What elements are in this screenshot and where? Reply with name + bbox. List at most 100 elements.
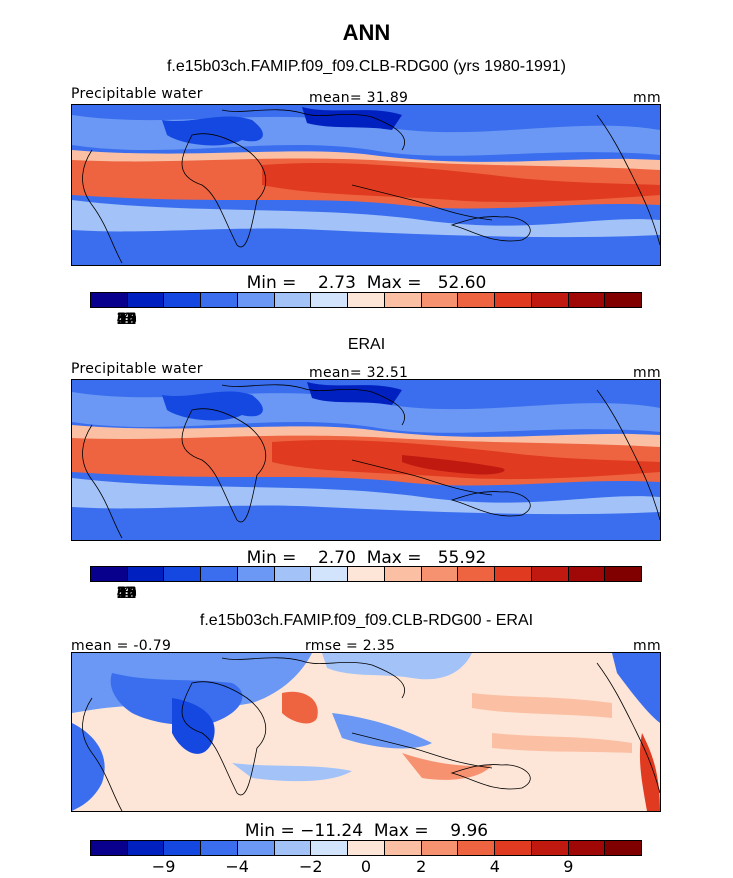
colorbar-tick-label: 8 <box>121 309 132 328</box>
colorbar-swatch <box>495 293 532 307</box>
colorbar-tick-label: 60 <box>116 309 137 328</box>
colorbar-tick-label: 16 <box>116 583 137 602</box>
panel-1-mean-label: mean= 31.89 <box>309 90 409 106</box>
colorbar-swatch <box>127 567 165 581</box>
colorbar-swatch <box>605 567 642 581</box>
colorbar-swatch <box>421 841 459 855</box>
colorbar-swatch <box>348 567 385 581</box>
colorbar-tick-label: 16 <box>116 309 137 328</box>
colorbar-tick-label: 4 <box>121 309 132 328</box>
colorbar-swatch <box>311 567 349 581</box>
colorbar-tick-label: 52 <box>116 583 137 602</box>
colorbar-swatch <box>91 293 128 307</box>
colorbar-swatch <box>274 841 312 855</box>
panel-2-mean-label: mean= 32.51 <box>309 365 409 381</box>
panel-1-title: f.e15b03ch.FAMIP.f09_f09.CLB-RDG00 (yrs … <box>166 58 567 75</box>
panel-3-title: f.e15b03ch.FAMIP.f09_f09.CLB-RDG00 - ERA… <box>199 612 534 629</box>
panel-3-minmax: Min = −11.24 Max = 9.96 <box>244 821 489 841</box>
panel-2-title: ERAI <box>347 336 386 353</box>
colorbar-swatch <box>384 293 422 307</box>
colorbar-swatch <box>495 841 532 855</box>
panel-2-units-label: mm <box>633 365 661 381</box>
colorbar-tick-label: 8 <box>121 583 132 602</box>
colorbar-tick-label: 32 <box>116 309 137 328</box>
colorbar-swatch <box>605 841 642 855</box>
colorbar-tick-label: 4 <box>121 583 132 602</box>
colorbar-swatch <box>127 841 165 855</box>
colorbar-tick-label: 60 <box>116 583 137 602</box>
panel-3-mean-label: mean = -0.79 <box>71 638 172 654</box>
panel-3-map <box>71 652 661 812</box>
panel-2-colorbar-ticks: 4 8 12 16 20 24 28 32 36 40 44 48 52 56 60 <box>90 583 642 603</box>
colorbar-tick-label: 24 <box>116 583 137 602</box>
colorbar-swatch <box>458 567 496 581</box>
colorbar-tick-label: 28 <box>116 309 137 328</box>
panel-3-colorbar-ticks: −9 −4 −2 0 2 4 9 <box>90 857 642 877</box>
colorbar-swatch <box>421 567 459 581</box>
colorbar-swatch <box>127 293 165 307</box>
colorbar-tick-label: 24 <box>116 309 137 328</box>
colorbar-swatch <box>91 841 128 855</box>
colorbar-swatch <box>531 841 569 855</box>
colorbar-swatch <box>164 567 202 581</box>
colorbar-tick-label: 2 <box>416 857 427 876</box>
colorbar-swatch <box>311 293 349 307</box>
panel-2-minmax: Min = 2.70 Max = 55.92 <box>246 548 487 568</box>
colorbar-tick-label: 12 <box>116 583 137 602</box>
panel-1-colorbar <box>90 292 642 308</box>
colorbar-swatch <box>531 567 569 581</box>
colorbar-swatch <box>348 841 385 855</box>
colorbar-tick-label: 0 <box>360 857 372 876</box>
colorbar-swatch <box>348 293 385 307</box>
panel-1-colorbar-ticks: 4 8 12 16 20 24 28 32 36 40 44 48 52 56 60 <box>90 309 642 329</box>
colorbar-swatch <box>384 841 422 855</box>
colorbar-swatch <box>237 293 275 307</box>
colorbar-tick-label: 12 <box>116 309 137 328</box>
colorbar-swatch <box>458 293 496 307</box>
colorbar-swatch <box>164 841 202 855</box>
colorbar-swatch <box>421 293 459 307</box>
panel-3-colorbar <box>90 840 642 856</box>
colorbar-tick-label: 32 <box>116 583 137 602</box>
colorbar-tick-label: 9 <box>563 857 574 876</box>
colorbar-swatch <box>201 567 238 581</box>
colorbar-tick-label: 56 <box>116 583 137 602</box>
colorbar-swatch <box>91 567 128 581</box>
colorbar-tick-label: 48 <box>116 309 137 328</box>
panel-3-rmse-label: rmse = 2.35 <box>305 638 396 654</box>
page-title: ANN <box>342 20 391 45</box>
colorbar-tick-label: 44 <box>116 309 137 328</box>
colorbar-tick-label: 40 <box>116 309 137 328</box>
colorbar-swatch <box>605 293 642 307</box>
colorbar-tick-label: −4 <box>225 857 249 876</box>
panel-1-map <box>71 104 661 266</box>
panel-2-colorbar <box>90 566 642 582</box>
colorbar-swatch <box>311 841 349 855</box>
colorbar-swatch <box>568 293 606 307</box>
colorbar-tick-label: 52 <box>116 309 137 328</box>
colorbar-swatch <box>531 293 569 307</box>
colorbar-tick-label: 28 <box>116 583 137 602</box>
colorbar-tick-label: 44 <box>116 583 137 602</box>
colorbar-tick-label: 36 <box>116 583 137 602</box>
panel-1-variable-label: Precipitable water <box>71 86 203 102</box>
colorbar-tick-label: 20 <box>116 583 137 602</box>
panel-2-map <box>71 379 661 541</box>
panel-3-units-label: mm <box>633 638 661 654</box>
colorbar-tick-label: 40 <box>116 583 137 602</box>
colorbar-swatch <box>164 293 202 307</box>
colorbar-swatch <box>274 293 312 307</box>
colorbar-tick-label: 20 <box>116 309 137 328</box>
colorbar-tick-label: −9 <box>151 857 176 876</box>
colorbar-tick-label: −2 <box>299 857 323 876</box>
colorbar-swatch <box>201 293 238 307</box>
colorbar-swatch <box>568 841 606 855</box>
colorbar-tick-label: 36 <box>116 309 137 328</box>
colorbar-tick-label: 4 <box>489 857 500 876</box>
colorbar-swatch <box>237 567 275 581</box>
colorbar-swatch <box>568 567 606 581</box>
colorbar-swatch <box>384 567 422 581</box>
colorbar-swatch <box>495 567 532 581</box>
colorbar-swatch <box>201 841 238 855</box>
colorbar-tick-label: 56 <box>116 309 137 328</box>
